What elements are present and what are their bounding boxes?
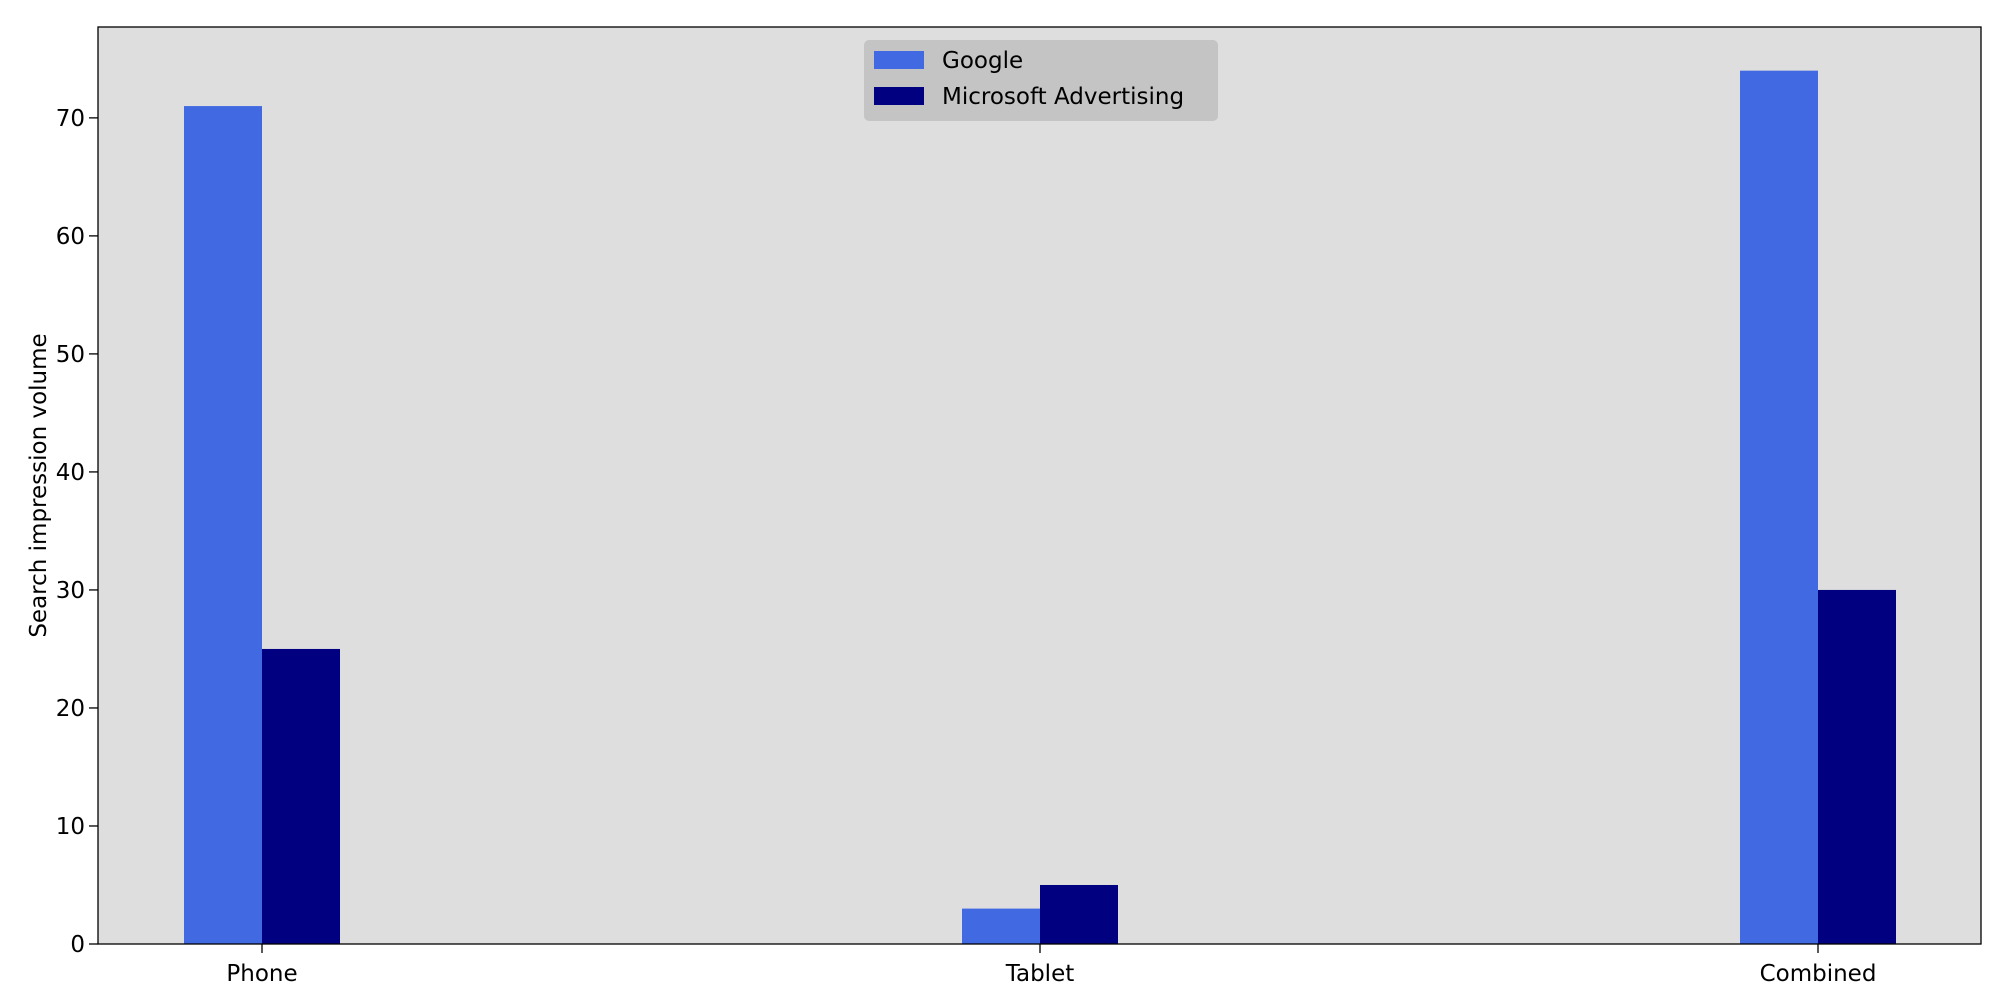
- y-axis: 0 10 20 30 40 50 60 70: [56, 106, 98, 958]
- y-tick-label: 50: [56, 342, 85, 368]
- y-tick-label: 30: [56, 578, 85, 604]
- x-tick-label-phone: Phone: [226, 961, 297, 987]
- plot-frame: [97, 26, 1982, 945]
- y-axis-label: Search impression volume: [26, 333, 52, 637]
- y-tick-label: 40: [56, 460, 85, 486]
- x-axis: Phone Tablet Combined: [226, 944, 1876, 987]
- y-tick-label: 70: [56, 106, 85, 132]
- legend-box: [864, 40, 1218, 121]
- legend-label-microsoft-advertising: Microsoft Advertising: [942, 84, 1184, 110]
- x-tick-label-combined: Combined: [1760, 961, 1877, 987]
- y-tick-label: 20: [56, 696, 85, 722]
- bar-microsoft-advertising-combined: [1818, 589, 1896, 944]
- y-tick-label: 10: [56, 814, 85, 840]
- bar-google-combined: [1740, 70, 1818, 944]
- legend-swatch-microsoft-advertising: [874, 87, 924, 105]
- plot-area: [98, 27, 1981, 944]
- y-tick-label: 60: [56, 224, 85, 250]
- legend: Google Microsoft Advertising: [864, 40, 1218, 121]
- legend-label-google: Google: [942, 48, 1023, 74]
- bar-google-tablet: [962, 908, 1040, 944]
- legend-swatch-google: [874, 51, 924, 69]
- bar-google-phone: [184, 106, 262, 944]
- x-tick-label-tablet: Tablet: [1005, 961, 1075, 987]
- y-tick-label: 0: [70, 932, 85, 958]
- bar-microsoft-advertising-tablet: [1040, 884, 1118, 944]
- bar-microsoft-advertising-phone: [262, 648, 340, 944]
- bars-group: [184, 70, 1896, 944]
